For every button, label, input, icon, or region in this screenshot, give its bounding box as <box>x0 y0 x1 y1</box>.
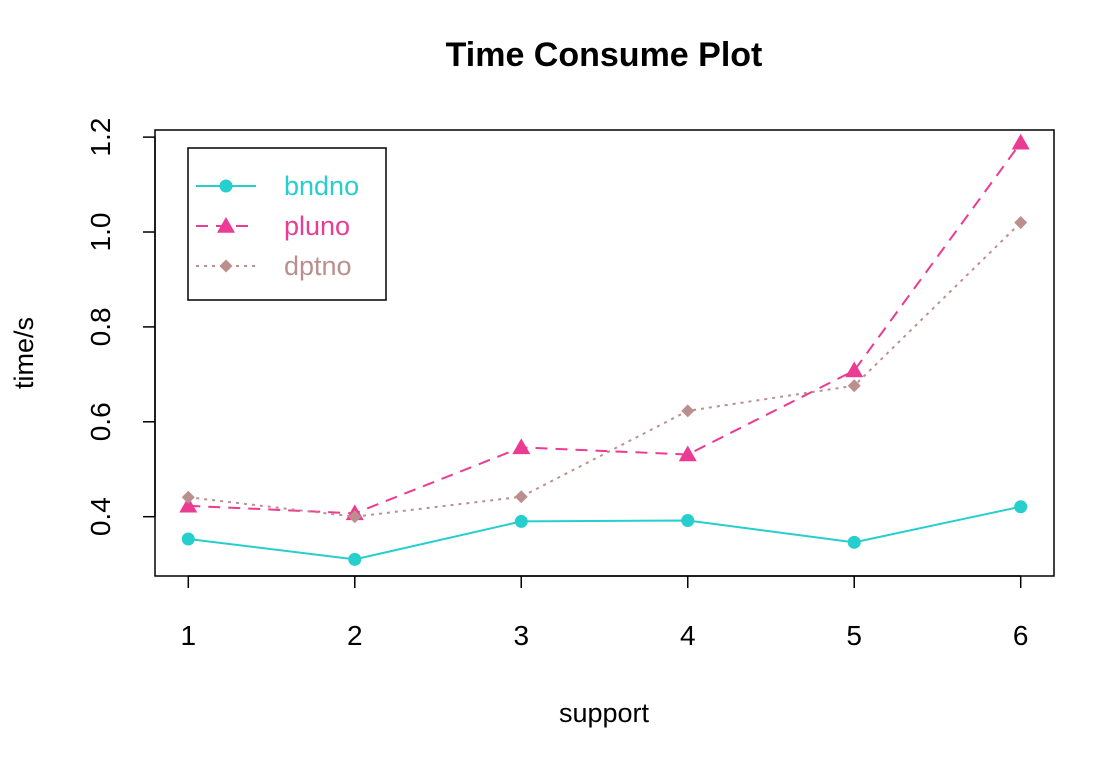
x-axis: 1 2 3 4 5 6 <box>181 575 1029 651</box>
legend-label-bndno: bndno <box>284 171 359 201</box>
y-tick-label: 1.0 <box>85 213 116 252</box>
y-axis: 0.4 0.6 0.8 1.0 1.2 <box>85 118 156 536</box>
data-point-dptno <box>348 510 362 524</box>
series-pluno <box>179 133 1030 521</box>
legend-marker-pluno <box>217 217 235 233</box>
data-point-pluno <box>512 438 531 455</box>
x-tick-label: 1 <box>181 620 197 651</box>
data-point-bndno <box>348 552 362 566</box>
data-point-bndno <box>1014 500 1028 514</box>
data-point-bndno <box>514 514 528 528</box>
data-point-dptno <box>681 404 695 418</box>
legend-box <box>187 147 387 301</box>
data-point-bndno <box>181 532 195 546</box>
data-point-bndno <box>681 513 695 527</box>
x-tick-label: 5 <box>846 620 862 651</box>
legend-label-dptno: dptno <box>284 251 352 281</box>
data-point-pluno <box>179 496 198 513</box>
series-layer <box>179 133 1030 566</box>
legend-marker-bndno <box>219 179 233 193</box>
chart-title: Time Consume Plot <box>446 36 763 74</box>
y-tick-label: 0.8 <box>85 307 116 346</box>
series-line-pluno <box>188 142 1022 515</box>
x-tick-label: 2 <box>347 620 363 651</box>
data-point-pluno <box>1011 133 1030 150</box>
series-line-dptno <box>188 221 1022 518</box>
data-point-dptno <box>181 490 195 504</box>
y-axis-label: time/s <box>9 317 39 389</box>
data-point-pluno <box>678 445 697 462</box>
data-point-dptno <box>514 490 528 504</box>
series-dptno <box>181 216 1028 524</box>
x-tick-label: 4 <box>680 620 696 651</box>
data-point-dptno <box>1014 216 1028 230</box>
y-tick-label: 0.4 <box>85 497 116 536</box>
legend-marker-dptno <box>219 259 233 273</box>
x-tick-label: 6 <box>1013 620 1029 651</box>
series-bndno <box>181 500 1028 566</box>
legend-label-pluno: pluno <box>284 211 350 241</box>
legend: bndno pluno dptno <box>187 147 387 301</box>
series-line-bndno <box>188 505 1021 561</box>
x-tick-label: 3 <box>513 620 529 651</box>
y-tick-label: 0.6 <box>85 402 116 441</box>
x-axis-label: support <box>559 698 650 728</box>
data-point-bndno <box>847 535 861 549</box>
data-point-pluno <box>845 361 864 378</box>
y-tick-label: 1.2 <box>85 118 116 157</box>
data-point-dptno <box>847 379 861 393</box>
